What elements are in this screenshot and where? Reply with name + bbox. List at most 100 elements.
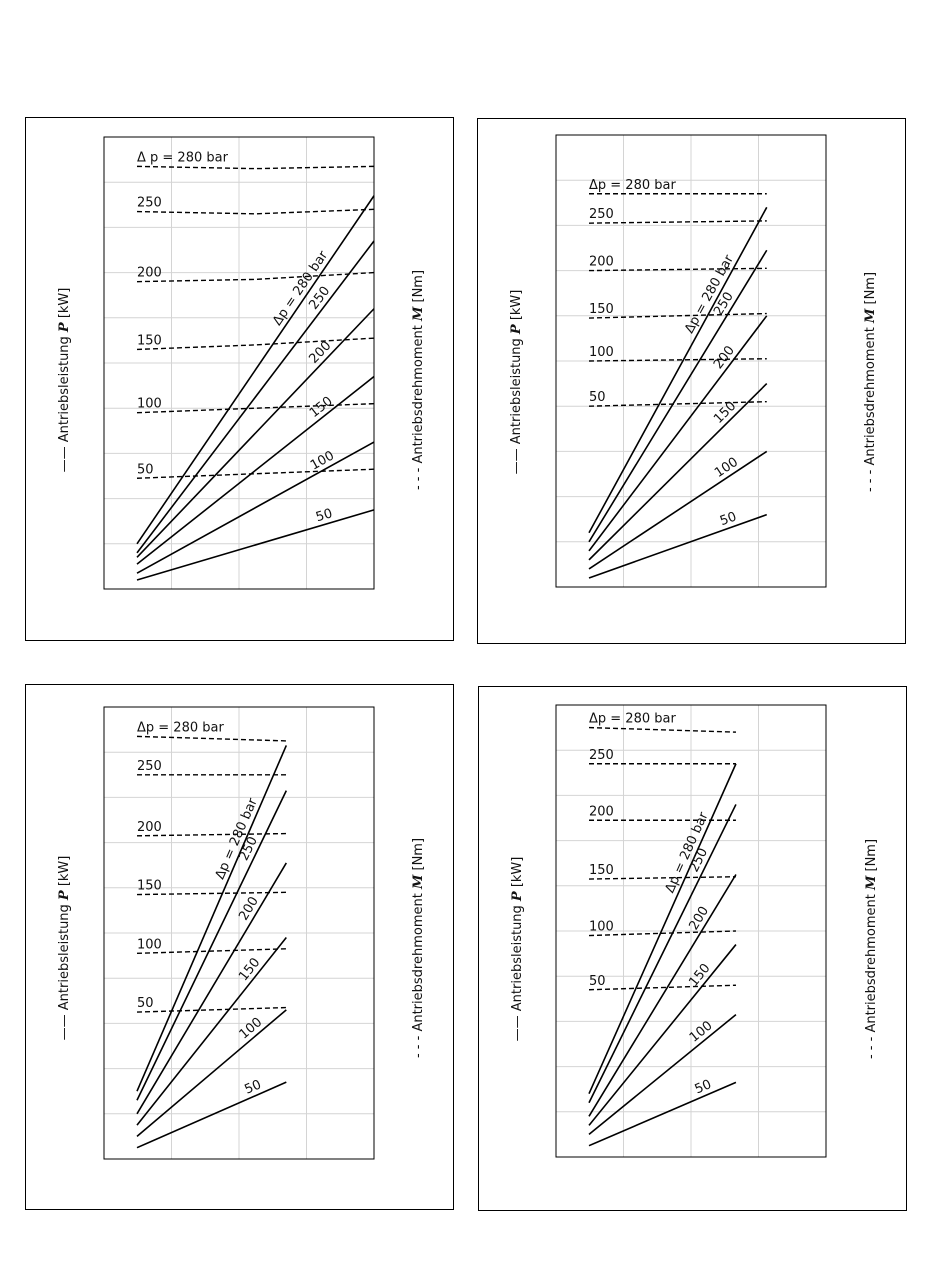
left-axis-label: —— Antriebsleistung P [kW] xyxy=(57,856,72,1041)
power-curve-200 xyxy=(588,874,737,1117)
plot-frame xyxy=(555,134,827,588)
torque-curve-label: 100 xyxy=(137,937,162,952)
torque-curve-200 xyxy=(136,832,287,837)
power-curve-150 xyxy=(136,375,375,565)
torque-curve-200 xyxy=(136,271,375,283)
svg-text:200: 200 xyxy=(686,904,712,933)
power-curve-50 xyxy=(588,1081,737,1147)
torque-curve-label: 200 xyxy=(137,820,162,835)
power-curve-label: 200 xyxy=(686,904,712,933)
torque-curve-100 xyxy=(588,930,736,937)
svg-text:200: 200 xyxy=(711,343,738,372)
chart-panel-bottom-right: Δp = 280 bar 250 200 150 100 50 Δp = 280 bar 25… xyxy=(478,686,907,1211)
left-axis-line-symbol: —— xyxy=(510,1011,525,1041)
power-curve-250 xyxy=(588,249,768,543)
right-axis-unit: [Nm] xyxy=(864,839,879,876)
right-axis-line-symbol: - - - xyxy=(411,1032,426,1058)
power-curve-50 xyxy=(136,509,375,581)
torque-curve-250 xyxy=(136,208,375,215)
torque-curve-label: Δp = 280 bar xyxy=(137,720,224,735)
torque-curve-label: Δp = 280 bar xyxy=(589,712,676,727)
power-curve-label: 50 xyxy=(693,1077,714,1097)
chart-panel-bottom-left: Δp = 280 bar 250 200 150 100 50 Δp = 280 bar 25… xyxy=(25,684,454,1210)
right-axis-label: - - - Antriebsdrehmoment M [Nm] xyxy=(863,272,878,492)
svg-text:—— Antriebsleistung P [kW]: —— Antriebsleistung P [kW] xyxy=(57,288,72,473)
torque-curve-label: 100 xyxy=(589,920,614,935)
plot-frame xyxy=(103,706,375,1160)
power-curve-250 xyxy=(588,804,737,1104)
torque-curve-50 xyxy=(136,1006,287,1013)
left-axis-symbol: P xyxy=(510,890,525,902)
power-curve-200 xyxy=(136,862,287,1115)
svg-text:- - - Antriebsdrehmoment M [N: - - - Antriebsdrehmoment M [Nm] xyxy=(411,270,426,490)
torque-curve-200 xyxy=(588,267,767,272)
left-axis-symbol: P xyxy=(57,889,72,901)
right-axis-unit: [Nm] xyxy=(863,272,878,309)
power-curve-50 xyxy=(136,1081,287,1149)
power-curve-280-bar xyxy=(136,745,288,1092)
torque-curve-label: 200 xyxy=(589,255,614,270)
power-curve-label: 200 xyxy=(236,894,262,923)
svg-text:100: 100 xyxy=(712,455,741,481)
right-axis-line-symbol: - - - xyxy=(864,1033,879,1059)
power-curve-280-bar xyxy=(588,206,768,534)
left-axis-label: —— Antriebsleistung P [kW] xyxy=(57,288,72,473)
torque-curve-280-bar xyxy=(588,726,736,733)
torque-curve-label: 50 xyxy=(589,974,606,989)
power-curve-100 xyxy=(588,450,768,570)
torque-curve-280-bar xyxy=(136,165,375,170)
power-curve-label: 150 xyxy=(236,955,263,984)
power-curve-100 xyxy=(588,1013,737,1136)
right-axis-label: - - - Antriebsdrehmoment M [Nm] xyxy=(411,270,426,490)
torque-curve-label: 50 xyxy=(589,390,606,405)
left-axis-unit: [kW] xyxy=(57,856,72,891)
power-curve-150 xyxy=(588,944,737,1126)
power-curve-label: 150 xyxy=(307,394,336,421)
torque-curve-label: 100 xyxy=(589,345,614,360)
torque-curve-label: 250 xyxy=(589,748,614,763)
left-axis-unit: [kW] xyxy=(57,288,72,323)
power-curve-200 xyxy=(588,315,768,552)
svg-text:150: 150 xyxy=(236,955,263,984)
right-axis-unit: [Nm] xyxy=(411,270,426,307)
chart-panel-top-left: Δ p = 280 bar 250 200 150 100 50 Δp = 280 bar 2… xyxy=(25,117,454,641)
torque-curve-label: 150 xyxy=(137,879,162,894)
torque-curve-label: 150 xyxy=(589,863,614,878)
power-curve-280-bar xyxy=(588,763,737,1095)
power-curve-50 xyxy=(588,513,768,579)
left-axis-text: Antriebsleistung xyxy=(57,900,72,1010)
right-axis-text: Antriebsdrehmoment xyxy=(411,889,426,1032)
right-axis-symbol: M xyxy=(863,308,878,324)
torque-curve-100 xyxy=(136,948,287,955)
left-axis-symbol: P xyxy=(57,321,72,333)
torque-curve-150 xyxy=(136,891,287,896)
power-curve-label: 50 xyxy=(718,509,739,529)
left-axis-symbol: P xyxy=(509,323,524,335)
power-curve-150 xyxy=(136,937,287,1126)
right-axis-line-symbol: - - - xyxy=(863,466,878,492)
power-curve-label: 100 xyxy=(712,455,741,481)
power-curve-250 xyxy=(136,240,375,554)
svg-text:—— Antriebsleistung P [kW]: —— Antriebsleistung P [kW] xyxy=(510,857,525,1042)
torque-curve-label: 200 xyxy=(137,266,162,281)
right-axis-unit: [Nm] xyxy=(411,838,426,875)
left-axis-line-symbol: —— xyxy=(57,442,72,472)
power-curve-100 xyxy=(136,1009,287,1138)
plot-frame xyxy=(103,136,375,590)
torque-curve-150 xyxy=(136,337,375,351)
right-axis-symbol: M xyxy=(411,306,426,322)
svg-text:- - - Antriebsdrehmoment M [N: - - - Antriebsdrehmoment M [Nm] xyxy=(863,272,878,492)
right-axis-symbol: M xyxy=(864,875,879,891)
torque-curve-label: 50 xyxy=(137,996,154,1011)
torque-curve-label: 150 xyxy=(137,333,162,348)
left-axis-label: —— Antriebsleistung P [kW] xyxy=(509,290,524,475)
right-axis-line-symbol: - - - xyxy=(411,464,426,490)
torque-curve-label: 50 xyxy=(137,462,154,477)
svg-text:50: 50 xyxy=(314,506,334,525)
torque-curve-label: 150 xyxy=(589,302,614,317)
torque-curve-label: Δp = 280 bar xyxy=(589,178,676,193)
svg-text:50: 50 xyxy=(693,1077,714,1097)
left-axis-unit: [kW] xyxy=(510,857,525,892)
svg-text:100: 100 xyxy=(237,1015,266,1042)
